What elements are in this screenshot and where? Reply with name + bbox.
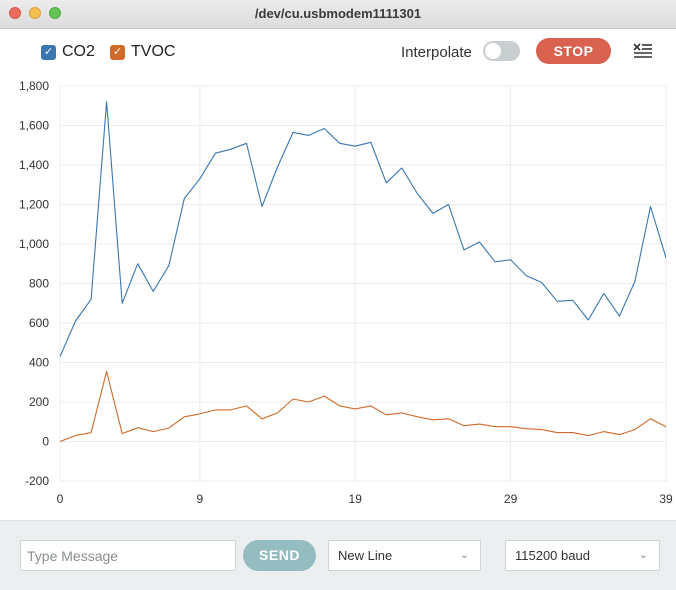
y-tick-label: 1,600 (19, 119, 49, 133)
x-tick-label: 9 (197, 492, 204, 506)
line-ending-value: New Line (338, 548, 393, 563)
series-line-co2 (60, 101, 666, 357)
x-tick-label: 19 (349, 492, 363, 506)
legend-toggle-tvoc[interactable]: ✓ TVOC (110, 43, 175, 61)
y-tick-label: 200 (29, 395, 49, 409)
baud-rate-value: 115200 baud (515, 548, 590, 563)
clear-list-icon[interactable] (632, 39, 654, 61)
y-tick-label: 0 (42, 435, 49, 449)
x-tick-label: 0 (57, 492, 64, 506)
toggle-knob (485, 43, 501, 59)
checkbox-checked-icon[interactable]: ✓ (41, 44, 56, 60)
zoom-window-button[interactable] (49, 7, 61, 19)
line-ending-select[interactable]: New Line ⌄ (328, 540, 481, 571)
chevron-down-icon: ⌄ (638, 549, 648, 561)
legend-toggle-co2[interactable]: ✓ CO2 (41, 43, 95, 61)
checkbox-checked-icon[interactable]: ✓ (110, 44, 125, 60)
interpolate-label: Interpolate (401, 44, 472, 61)
message-input[interactable] (20, 540, 236, 571)
send-button[interactable]: SEND (243, 540, 316, 571)
y-tick-label: 1,400 (19, 158, 49, 172)
window-title: /dev/cu.usbmodem1111301 (254, 6, 422, 21)
title-bar: /dev/cu.usbmodem1111301 (0, 0, 676, 29)
y-tick-label: -200 (25, 474, 49, 488)
x-tick-label: 29 (504, 492, 518, 506)
legend-label-co2: CO2 (62, 43, 95, 60)
message-bar: SEND New Line ⌄ 115200 baud ⌄ (0, 520, 676, 590)
baud-rate-select[interactable]: 115200 baud ⌄ (505, 540, 660, 571)
close-window-button[interactable] (9, 7, 21, 19)
series-line-tvoc (60, 370, 666, 443)
y-tick-label: 800 (29, 277, 49, 291)
stop-button[interactable]: STOP (536, 38, 611, 64)
y-tick-label: 600 (29, 316, 49, 330)
y-tick-label: 1,000 (19, 237, 49, 251)
interpolate-toggle[interactable] (483, 41, 520, 61)
chevron-down-icon: ⌄ (459, 549, 469, 561)
x-tick-label: 39 (659, 492, 673, 506)
y-tick-label: 1,200 (19, 198, 49, 212)
plot-area: -200 0 200 400 600 800 1,000 1,200 1,400 1,600 1,8… (19, 79, 673, 506)
y-tick-label: 1,800 (19, 79, 49, 93)
minimize-window-button[interactable] (29, 7, 41, 19)
legend-label-tvoc: TVOC (131, 43, 176, 60)
y-tick-label: 400 (29, 356, 49, 370)
plotter-toolbar: ✓ CO2 ✓ TVOC Interpolate STOP (0, 29, 676, 75)
